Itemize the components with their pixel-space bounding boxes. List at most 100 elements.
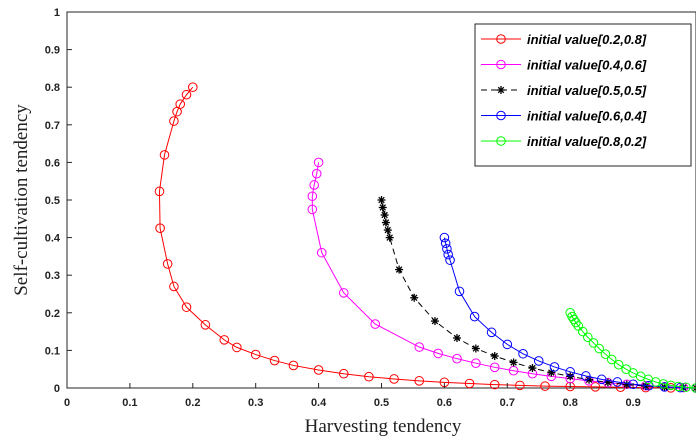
legend-item: initial value[0.2,0.8] (481, 32, 647, 47)
data-point (549, 362, 560, 372)
y-axis-title: Self-cultivation tendency (11, 104, 32, 296)
data-point (469, 311, 480, 322)
data-point (159, 150, 170, 160)
legend-marker (496, 59, 506, 70)
y-tick-label: 0.3 (45, 270, 60, 282)
data-point (440, 238, 451, 249)
data-point (606, 354, 617, 365)
data-point (385, 233, 394, 242)
data-point (588, 338, 599, 348)
data-point (380, 211, 389, 220)
data-point (628, 379, 638, 390)
legend: initial value[0.2,0.8] initial value[0.4,… (474, 23, 692, 167)
x-tick-label: 0.3 (248, 397, 263, 409)
data-point (364, 371, 374, 382)
data-point (673, 381, 684, 392)
y-tick-label: 0.6 (45, 157, 60, 169)
data-point (600, 349, 611, 359)
data-point (540, 381, 550, 391)
data-point (596, 374, 607, 385)
y-tick-label: 0.8 (45, 82, 60, 94)
data-point (486, 327, 497, 338)
data-point (288, 360, 299, 371)
y-tick-label: 0.1 (45, 345, 60, 357)
y-tick-label: 0.2 (45, 308, 60, 320)
data-point (430, 317, 439, 326)
data-point (442, 244, 452, 254)
data-point (650, 377, 661, 387)
data-point (533, 356, 544, 366)
legend-label: initial value[0.5,0.5] (527, 83, 647, 98)
x-tick-label: 0.9 (625, 397, 640, 409)
data-point (155, 223, 165, 233)
data-point (181, 302, 192, 312)
data-point (585, 375, 594, 384)
data-point (250, 349, 261, 360)
data-point (590, 382, 601, 392)
y-tick-label: 0.9 (45, 45, 60, 57)
data-point (445, 255, 455, 265)
x-tick-label: 0.2 (185, 397, 200, 409)
data-point (338, 288, 349, 298)
data-point (313, 365, 324, 375)
x-tick-label: 0.5 (374, 397, 389, 409)
data-point (443, 249, 453, 260)
y-tick-label: 1 (54, 7, 60, 19)
data-point (311, 168, 322, 179)
data-point (471, 358, 481, 368)
data-point (307, 191, 318, 202)
data-point (518, 348, 528, 359)
data-point (571, 317, 581, 328)
x-tick-label: 0.7 (500, 397, 515, 409)
legend-item: initial value[0.4,0.6] (481, 58, 647, 73)
legend-marker (496, 136, 506, 146)
series-1 (154, 82, 696, 393)
x-tick-label: 0 (64, 397, 70, 409)
y-tick-label: 0.7 (45, 120, 60, 132)
data-point (452, 353, 462, 364)
data-point (583, 332, 593, 343)
legend-item: initial value[0.6,0.4] (481, 109, 647, 124)
axis-layer: 0 0.1 0.2 0.3 0.4 0.5 0.6 0.7 0.8 0.9 0 0.1 0.2 0.3 0.… (45, 7, 641, 409)
legend-label: initial value[0.4,0.6] (527, 58, 647, 73)
data-point (188, 82, 198, 92)
data-point (675, 382, 686, 393)
data-point (316, 247, 327, 258)
data-point (309, 180, 319, 190)
data-point (169, 116, 179, 126)
data-point (389, 374, 399, 384)
data-point (464, 378, 475, 389)
data-point (169, 281, 179, 292)
data-point (162, 259, 173, 269)
data-point (509, 358, 518, 367)
data-point (370, 319, 381, 329)
data-point (515, 380, 525, 391)
data-point (452, 333, 461, 342)
data-point (200, 320, 211, 330)
data-point (410, 293, 419, 302)
data-point (577, 326, 588, 337)
data-point (658, 379, 669, 389)
data-point (154, 186, 165, 197)
data-point (569, 314, 579, 325)
data-point (581, 371, 591, 381)
x-axis-title: Harvesting tendency (305, 416, 462, 437)
data-point (490, 352, 499, 361)
legend-item: initial value[0.8,0.2] (481, 134, 647, 149)
data-point (666, 380, 676, 391)
legend-label: initial value[0.2,0.8] (527, 32, 647, 47)
data-point (181, 89, 192, 100)
data-point (414, 376, 425, 386)
x-tick-label: 0.6 (437, 397, 452, 409)
y-tick-label: 0 (54, 383, 60, 395)
data-point (383, 226, 392, 235)
data-point (691, 383, 696, 393)
legend-marker (497, 86, 505, 94)
series-line (158, 86, 696, 389)
data-point (471, 344, 480, 353)
data-point (489, 362, 500, 373)
data-point (377, 196, 386, 204)
data-point (612, 377, 623, 387)
data-point (565, 367, 576, 377)
